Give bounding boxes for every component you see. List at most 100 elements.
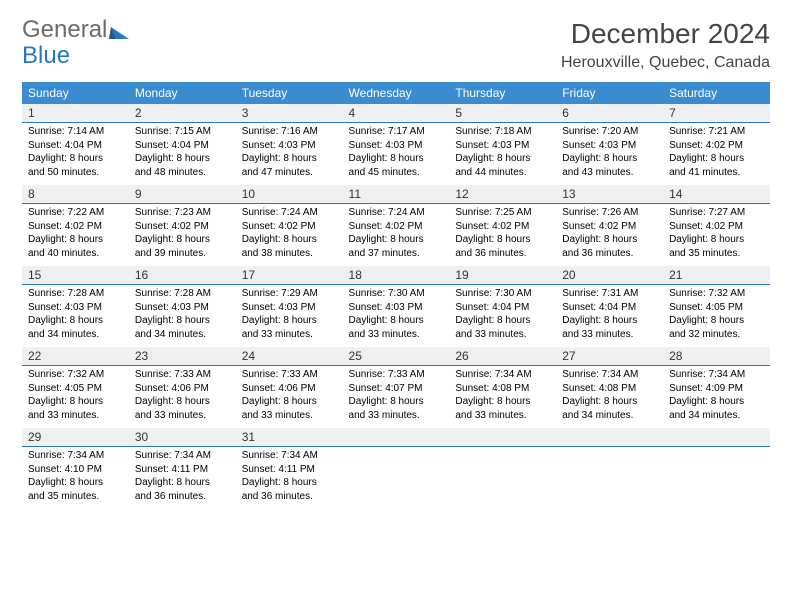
- day-info: Sunrise: 7:22 AMSunset: 4:02 PMDaylight:…: [28, 206, 123, 260]
- daylight-line2: and 33 minutes.: [455, 328, 550, 342]
- day-number: 10: [236, 185, 343, 204]
- day-header: Monday: [129, 82, 236, 104]
- sunset: Sunset: 4:04 PM: [28, 139, 123, 153]
- calendar-cell: 24Sunrise: 7:33 AMSunset: 4:06 PMDayligh…: [236, 347, 343, 428]
- sunset: Sunset: 4:02 PM: [242, 220, 337, 234]
- daylight-line1: Daylight: 8 hours: [562, 395, 657, 409]
- day-number: 4: [343, 104, 450, 123]
- daylight-line1: Daylight: 8 hours: [242, 314, 337, 328]
- daylight-line2: and 34 minutes.: [669, 409, 764, 423]
- sunset: Sunset: 4:06 PM: [242, 382, 337, 396]
- sunrise: Sunrise: 7:34 AM: [135, 449, 230, 463]
- daylight-line1: Daylight: 8 hours: [135, 233, 230, 247]
- daylight-line1: Daylight: 8 hours: [669, 314, 764, 328]
- daylight-line2: and 39 minutes.: [135, 247, 230, 261]
- daylight-line1: Daylight: 8 hours: [669, 152, 764, 166]
- calendar-cell: 14Sunrise: 7:27 AMSunset: 4:02 PMDayligh…: [663, 185, 770, 266]
- sunset: Sunset: 4:08 PM: [562, 382, 657, 396]
- calendar-table: SundayMondayTuesdayWednesdayThursdayFrid…: [22, 82, 770, 509]
- daylight-line1: Daylight: 8 hours: [135, 152, 230, 166]
- calendar-row: 1Sunrise: 7:14 AMSunset: 4:04 PMDaylight…: [22, 104, 770, 185]
- calendar-cell: 6Sunrise: 7:20 AMSunset: 4:03 PMDaylight…: [556, 104, 663, 185]
- day-info: Sunrise: 7:28 AMSunset: 4:03 PMDaylight:…: [28, 287, 123, 341]
- day-number: 16: [129, 266, 236, 285]
- sunrise: Sunrise: 7:28 AM: [28, 287, 123, 301]
- sunset: Sunset: 4:02 PM: [349, 220, 444, 234]
- calendar-cell: 8Sunrise: 7:22 AMSunset: 4:02 PMDaylight…: [22, 185, 129, 266]
- daylight-line1: Daylight: 8 hours: [28, 395, 123, 409]
- day-number: 21: [663, 266, 770, 285]
- day-number: 7: [663, 104, 770, 123]
- sunrise: Sunrise: 7:33 AM: [349, 368, 444, 382]
- daylight-line2: and 50 minutes.: [28, 166, 123, 180]
- calendar-cell: 11Sunrise: 7:24 AMSunset: 4:02 PMDayligh…: [343, 185, 450, 266]
- daylight-line1: Daylight: 8 hours: [455, 395, 550, 409]
- sunrise: Sunrise: 7:29 AM: [242, 287, 337, 301]
- daylight-line2: and 34 minutes.: [28, 328, 123, 342]
- sunrise: Sunrise: 7:14 AM: [28, 125, 123, 139]
- day-info: Sunrise: 7:34 AMSunset: 4:11 PMDaylight:…: [135, 449, 230, 503]
- calendar-cell: 4 Sunrise: 7:17 AMSunset: 4:03 PMDaylight…: [343, 104, 450, 185]
- sunrise: Sunrise: 7:24 AM: [349, 206, 444, 220]
- day-header: Friday: [556, 82, 663, 104]
- sunset: Sunset: 4:03 PM: [135, 301, 230, 315]
- calendar-cell: 26Sunrise: 7:34 AMSunset: 4:08 PMDayligh…: [449, 347, 556, 428]
- daylight-line1: Daylight: 8 hours: [135, 476, 230, 490]
- sunrise: Sunrise: 7:30 AM: [349, 287, 444, 301]
- calendar-row: 22Sunrise: 7:32 AMSunset: 4:05 PMDayligh…: [22, 347, 770, 428]
- daylight-line1: Daylight: 8 hours: [455, 152, 550, 166]
- sunset: Sunset: 4:02 PM: [455, 220, 550, 234]
- day-info: Sunrise: 7:21 AMSunset: 4:02 PMDaylight:…: [669, 125, 764, 179]
- calendar-cell: 30 Sunrise: 7:34 AMSunset: 4:11 PMDayligh…: [129, 428, 236, 509]
- sunrise: Sunrise: 7:30 AM: [455, 287, 550, 301]
- daylight-line2: and 36 minutes.: [242, 490, 337, 504]
- calendar-cell: 12Sunrise: 7:25 AMSunset: 4:02 PMDayligh…: [449, 185, 556, 266]
- daylight-line1: Daylight: 8 hours: [135, 395, 230, 409]
- calendar-cell: 27Sunrise: 7:34 AMSunset: 4:08 PMDayligh…: [556, 347, 663, 428]
- day-number: 15: [22, 266, 129, 285]
- sunset: Sunset: 4:08 PM: [455, 382, 550, 396]
- sunset: Sunset: 4:02 PM: [669, 220, 764, 234]
- title-block: December 2024 Herouxville, Quebec, Canad…: [561, 18, 770, 72]
- daylight-line1: Daylight: 8 hours: [28, 476, 123, 490]
- day-number: 20: [556, 266, 663, 285]
- sunrise: Sunrise: 7:17 AM: [349, 125, 444, 139]
- day-info: Sunrise: 7:17 AMSunset: 4:03 PMDaylight:…: [349, 125, 444, 179]
- sunset: Sunset: 4:11 PM: [135, 463, 230, 477]
- daylight-line1: Daylight: 8 hours: [28, 233, 123, 247]
- calendar-cell: 21Sunrise: 7:32 AMSunset: 4:05 PMDayligh…: [663, 266, 770, 347]
- logo: GeneralBlue: [22, 18, 129, 68]
- daylight-line1: Daylight: 8 hours: [28, 152, 123, 166]
- day-number: 31: [236, 428, 343, 447]
- day-number: 9: [129, 185, 236, 204]
- daylight-line1: Daylight: 8 hours: [562, 314, 657, 328]
- day-info: Sunrise: 7:27 AMSunset: 4:02 PMDaylight:…: [669, 206, 764, 260]
- daylight-line2: and 33 minutes.: [349, 328, 444, 342]
- sunrise: Sunrise: 7:26 AM: [562, 206, 657, 220]
- daylight-line2: and 43 minutes.: [562, 166, 657, 180]
- day-info: Sunrise: 7:14 AMSunset: 4:04 PMDaylight:…: [28, 125, 123, 179]
- day-number: 30: [129, 428, 236, 447]
- logo-triangle-icon: [109, 20, 129, 44]
- calendar-cell: [449, 428, 556, 509]
- calendar-cell: 25Sunrise: 7:33 AMSunset: 4:07 PMDayligh…: [343, 347, 450, 428]
- day-info: Sunrise: 7:20 AMSunset: 4:03 PMDaylight:…: [562, 125, 657, 179]
- day-info: Sunrise: 7:15 AMSunset: 4:04 PMDaylight:…: [135, 125, 230, 179]
- day-number: 5: [449, 104, 556, 123]
- day-number: 2: [129, 104, 236, 123]
- sunset: Sunset: 4:05 PM: [28, 382, 123, 396]
- calendar-cell: 3Sunrise: 7:16 AMSunset: 4:03 PMDaylight…: [236, 104, 343, 185]
- sunset: Sunset: 4:03 PM: [562, 139, 657, 153]
- daylight-line2: and 33 minutes.: [349, 409, 444, 423]
- sunrise: Sunrise: 7:34 AM: [455, 368, 550, 382]
- calendar-cell: 29Sunrise: 7:34 AMSunset: 4:10 PMDayligh…: [22, 428, 129, 509]
- calendar-cell: 22Sunrise: 7:32 AMSunset: 4:05 PMDayligh…: [22, 347, 129, 428]
- calendar-row: 8Sunrise: 7:22 AMSunset: 4:02 PMDaylight…: [22, 185, 770, 266]
- day-info: Sunrise: 7:34 AMSunset: 4:11 PMDaylight:…: [242, 449, 337, 503]
- sunrise: Sunrise: 7:33 AM: [135, 368, 230, 382]
- daylight-line2: and 33 minutes.: [562, 328, 657, 342]
- sunrise: Sunrise: 7:28 AM: [135, 287, 230, 301]
- sunrise: Sunrise: 7:34 AM: [562, 368, 657, 382]
- day-number: 22: [22, 347, 129, 366]
- day-number: [343, 428, 450, 447]
